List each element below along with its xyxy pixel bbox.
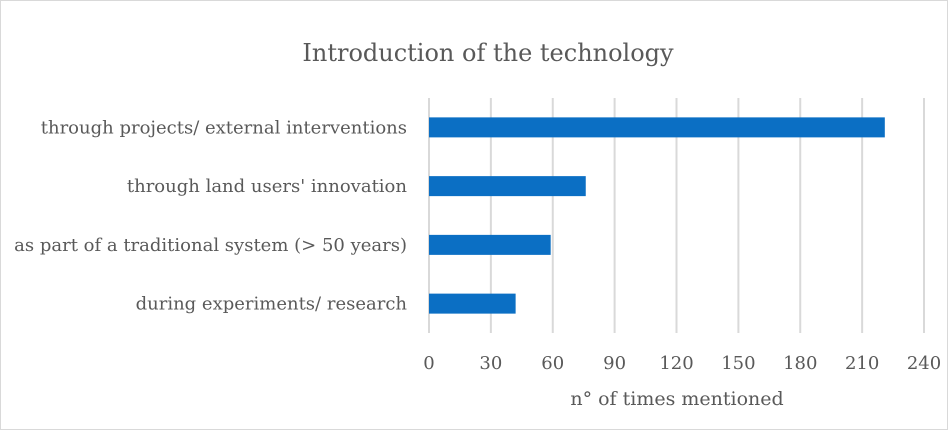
category-label: through projects/ external interventions: [41, 117, 407, 138]
x-axis-label: n° of times mentioned: [570, 388, 783, 410]
x-tick-label: 90: [603, 353, 626, 374]
x-tick-label: 30: [479, 353, 502, 374]
category-label: as part of a traditional system (> 50 ye…: [14, 235, 407, 256]
x-tick-label: 0: [423, 353, 434, 374]
bar: [429, 117, 885, 138]
bar: [429, 176, 586, 197]
category-label: through land users' innovation: [127, 176, 408, 197]
x-tick-label: 60: [541, 353, 564, 374]
bars: [429, 117, 885, 314]
category-label: during experiments/ research: [136, 294, 408, 315]
x-tick-label: 240: [907, 353, 941, 374]
x-tick-label: 150: [721, 353, 755, 374]
bar: [429, 293, 516, 314]
x-tick-label: 120: [659, 353, 693, 374]
bar: [429, 234, 551, 255]
category-labels: through projects/ external interventions…: [14, 117, 407, 314]
x-tick-label: 210: [845, 353, 879, 374]
x-axis-ticks: 0 30 60 90 120 150 180 210 240: [423, 353, 941, 374]
chart-title: Introduction of the technology: [302, 39, 674, 67]
x-tick-label: 180: [783, 353, 817, 374]
